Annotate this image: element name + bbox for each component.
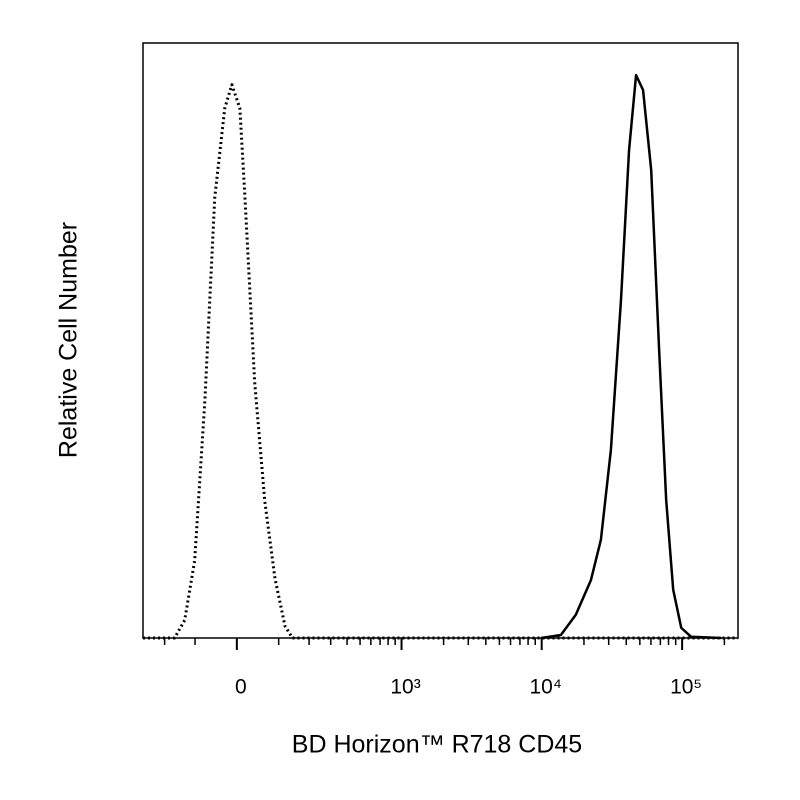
histogram-line xyxy=(143,83,738,640)
x-tick-label: 10³ xyxy=(390,676,420,699)
x-axis-label: BD Horizon™ R718 CD45 xyxy=(292,731,582,759)
x-tick-label: 10⁵ xyxy=(670,676,702,699)
histogram-line xyxy=(540,73,722,640)
x-tick-label: 10⁴ xyxy=(529,676,561,699)
x-tick-label: 0 xyxy=(235,676,247,699)
y-axis-label: Relative Cell Number xyxy=(55,222,83,458)
plot-frame xyxy=(142,42,739,639)
